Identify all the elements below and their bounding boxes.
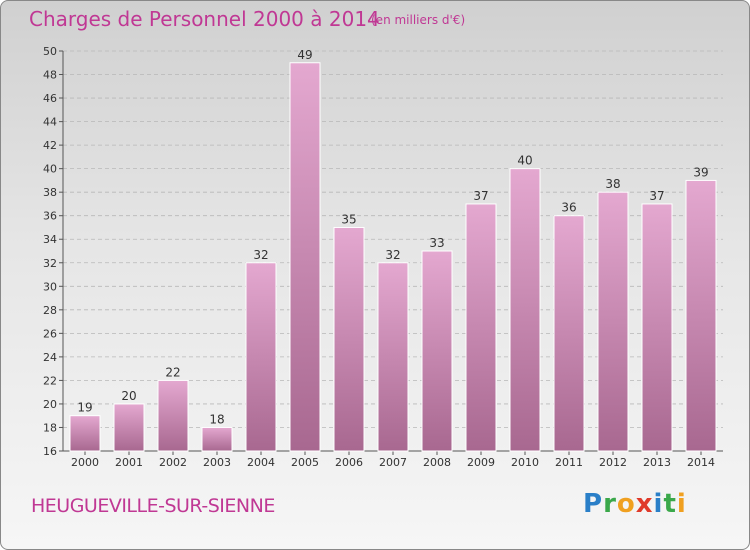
x-tick-label: 2007 — [379, 456, 407, 469]
bar-2008 — [421, 250, 453, 452]
bar-2012 — [597, 191, 629, 452]
y-tick-label: 46 — [43, 92, 57, 105]
label-layer: 19 2000 20 2001 22 2002 18 2003 32 2004 49 2005 35 20… — [71, 48, 715, 469]
proxiti-logo: Proxiti — [583, 489, 687, 519]
y-tick-label: 42 — [43, 139, 57, 152]
bar-value-label: 20 — [121, 389, 136, 403]
bar-2011 — [553, 215, 585, 452]
logo-letter: o — [616, 489, 636, 519]
x-tick-label: 2000 — [71, 456, 99, 469]
bar-value-label: 22 — [165, 365, 180, 379]
x-tick-label: 2013 — [643, 456, 671, 469]
y-tick-label: 22 — [43, 374, 57, 387]
x-tick-label: 2005 — [291, 456, 319, 469]
bar-value-label: 32 — [253, 248, 268, 262]
y-tick-label: 38 — [43, 186, 57, 199]
x-tick-label: 2010 — [511, 456, 539, 469]
logo-letter: P — [583, 489, 604, 519]
y-tick-label: 28 — [43, 304, 57, 317]
y-tick-label: 40 — [43, 163, 57, 176]
x-tick-label: 2004 — [247, 456, 275, 469]
y-tick-label: 16 — [43, 445, 57, 458]
bar-2009 — [465, 203, 497, 452]
x-tick-label: 2006 — [335, 456, 363, 469]
chart-subtitle: (en milliers d'€) — [371, 13, 466, 27]
x-tick-label: 2001 — [115, 456, 143, 469]
bar-value-label: 40 — [517, 154, 532, 168]
commune-name: HEUGUEVILLE-SUR-SIENNE — [31, 495, 275, 517]
x-tick-label: 2008 — [423, 456, 451, 469]
bar-2000 — [69, 415, 101, 452]
x-tick-label: 2003 — [203, 456, 231, 469]
bar-2006 — [333, 226, 365, 452]
bar-2013 — [641, 203, 673, 452]
bar-value-label: 36 — [561, 201, 576, 215]
x-tick-label: 2011 — [555, 456, 583, 469]
bar-value-label: 32 — [385, 248, 400, 262]
bar-2010 — [509, 168, 541, 452]
chart-title: Charges de Personnel 2000 à 2014 — [29, 7, 380, 31]
bar-value-label: 38 — [605, 177, 620, 191]
bar-2004 — [245, 262, 277, 452]
y-tick-label: 34 — [43, 233, 57, 246]
bar-value-label: 18 — [209, 412, 224, 426]
x-tick-label: 2009 — [467, 456, 495, 469]
bar-value-label: 35 — [341, 212, 356, 226]
y-tick-label: 24 — [43, 351, 57, 364]
x-tick-label: 2014 — [687, 456, 715, 469]
bar-value-label: 49 — [297, 48, 312, 62]
bar-value-label: 37 — [649, 189, 664, 203]
bar-value-label: 37 — [473, 189, 488, 203]
y-tick-label: 18 — [43, 421, 57, 434]
logo-letter: i — [653, 489, 664, 519]
y-tick-label: 32 — [43, 257, 57, 270]
bar-2001 — [113, 403, 145, 452]
bar-2003 — [201, 426, 233, 452]
y-tick-label: 26 — [43, 327, 57, 340]
x-tick-label: 2002 — [159, 456, 187, 469]
bar-2005 — [289, 62, 321, 452]
y-tick-label: 44 — [43, 116, 57, 129]
logo-letter: x — [635, 489, 654, 519]
y-tick-label: 48 — [43, 69, 57, 82]
bar-value-label: 33 — [429, 236, 444, 250]
y-tick-label: 20 — [43, 398, 57, 411]
bar-2014 — [685, 179, 717, 452]
logo-letter: r — [603, 489, 617, 519]
y-tick-label: 36 — [43, 210, 57, 223]
bar-2002 — [157, 379, 189, 452]
logo-letter: i — [676, 489, 687, 519]
bar-value-label: 19 — [77, 401, 92, 415]
x-tick-label: 2012 — [599, 456, 627, 469]
logo-letter: t — [663, 489, 677, 519]
bar-layer — [69, 62, 717, 452]
y-tick-label: 50 — [43, 45, 57, 58]
y-tick-label: 30 — [43, 280, 57, 293]
bar-value-label: 39 — [693, 165, 708, 179]
bar-2007 — [377, 262, 409, 452]
